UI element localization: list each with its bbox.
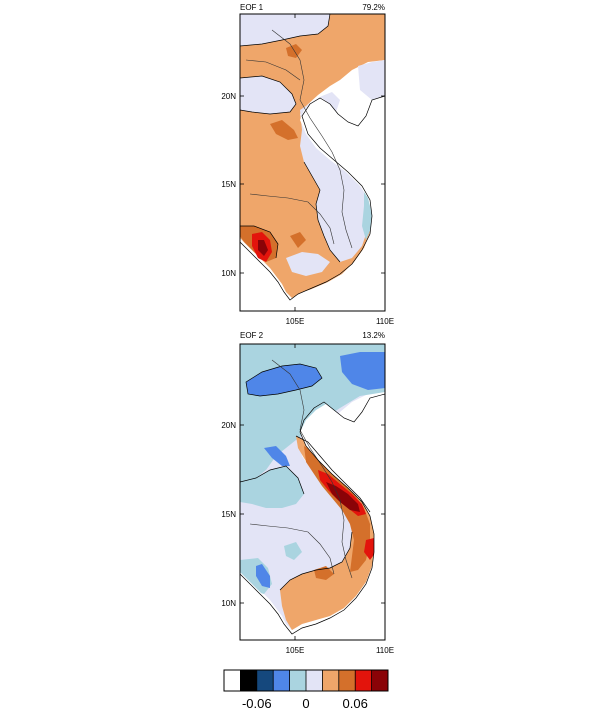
eof1-contour-a: [240, 14, 331, 47]
colorbar-label-neg: -0.06: [242, 696, 272, 711]
eof1-lavender-south: [286, 252, 330, 276]
colorbar-swatch: [338, 670, 356, 691]
eof1-lavender-laos: [240, 76, 296, 114]
eof2-ticks: [240, 344, 385, 640]
eof1-coastline: [240, 95, 385, 301]
eof2-ytick-20n: 20N: [221, 421, 236, 430]
eof2-contour-a: [240, 465, 305, 495]
colorbar-swatch: [224, 670, 241, 691]
eof2-ytick-10n: 10N: [221, 599, 236, 608]
eof2-ytick-15n: 15N: [221, 510, 236, 519]
eof1-ytick-10n: 10N: [221, 269, 236, 278]
eof2-percent: 13.2%: [362, 331, 385, 340]
colorbar-swatch: [289, 670, 306, 691]
eof2-xtick-105e: 105E: [286, 646, 305, 655]
colorbar-label-pos: 0.06: [343, 696, 368, 711]
eof1-orange-center: [270, 120, 298, 140]
colorbar-swatch: [240, 670, 257, 691]
eof2-contour-c: [295, 435, 371, 513]
eof2-contour-b: [245, 363, 323, 397]
eof1-contour-b: [240, 75, 297, 115]
eof2-border-cambodia: [249, 523, 335, 575]
eof1-orange-north: [286, 44, 302, 58]
eof2-frame: [239, 343, 386, 641]
eof1-sea: [288, 98, 385, 311]
eof2-blue-northeast: [340, 352, 385, 390]
eof1-percent: 79.2%: [362, 3, 385, 12]
eof1-contour-c: [303, 161, 341, 263]
eof1-frame: [239, 13, 386, 312]
eof2-map: [240, 344, 385, 640]
eof2-darkred: [326, 482, 360, 512]
eof2-coastline: [240, 393, 385, 635]
eof2-panel: EOF 2 13.2%: [221, 331, 394, 655]
eof2-lightblue-mid: [284, 542, 302, 560]
eof1-ticks: [240, 14, 385, 311]
colorbar-label-zero: 0: [302, 696, 309, 711]
eof1-border-cambodia: [249, 193, 335, 245]
eof1-ytick-20n: 20N: [221, 92, 236, 101]
eof2-xtick-110e: 110E: [376, 646, 394, 655]
eof2-title: EOF 2: [240, 331, 264, 340]
eof1-border-laos-vietnam: [271, 29, 353, 249]
colorbar-swatch: [306, 670, 323, 691]
eof2-sea-west: [240, 572, 290, 640]
colorbar-swatch: [355, 670, 372, 691]
eof2-blue-south: [256, 564, 270, 588]
eof2-contour-d: [279, 531, 353, 591]
eof1-border-north: [245, 59, 301, 81]
eof1-xtick-110e: 110E: [376, 317, 394, 326]
colorbar-swatch: [273, 670, 290, 691]
eof1-darkred: [258, 240, 268, 256]
eof1-contour-d: [240, 225, 279, 259]
eof1-orange-south: [290, 232, 306, 248]
eof1-title: EOF 1: [240, 3, 264, 12]
eof1-xtick-105e: 105E: [286, 317, 305, 326]
eof2-blue-laos: [264, 446, 290, 466]
eof2-border-laos-vietnam: [271, 359, 353, 579]
eof1-panel: EOF 1 79.2%: [221, 3, 394, 326]
colorbar-dividers: [239, 670, 373, 691]
eof1-ytick-15n: 15N: [221, 180, 236, 189]
colorbar-swatch: [371, 670, 388, 691]
eof2-lightblue-laos: [240, 466, 304, 508]
colorbar: -0.06 0 0.06: [223, 669, 389, 711]
eof2-lightorange-band: [280, 436, 374, 630]
eof2-red-east: [364, 538, 376, 560]
eof1-sea-west: [240, 240, 290, 311]
eof1-lavender-north: [240, 14, 330, 46]
eof1-lavender-east: [358, 60, 385, 100]
eof1-map: [240, 14, 385, 311]
colorbar-swatch: [322, 670, 339, 691]
colorbar-swatch: [256, 670, 274, 691]
